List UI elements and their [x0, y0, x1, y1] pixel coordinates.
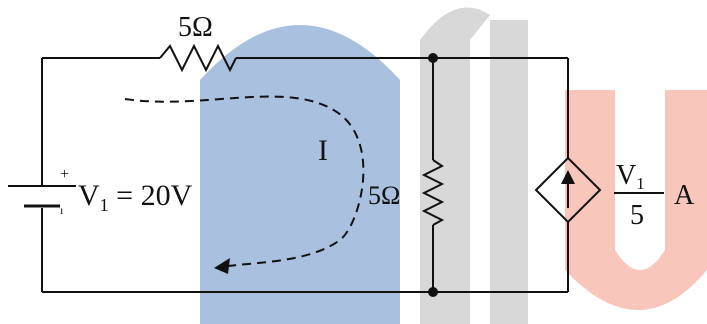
dependent-source-numerator-prefix: V — [616, 160, 636, 191]
loop-current-arrowhead — [214, 258, 230, 274]
source-label-prefix: V — [78, 179, 100, 212]
dependent-source-numerator: V1 — [616, 160, 645, 193]
watermark — [200, 7, 707, 324]
dependent-current-source — [534, 156, 602, 224]
top-resistor-zigzag — [159, 43, 237, 73]
dependent-source-arrow-head — [561, 170, 575, 184]
watermark-gray-stroke-2 — [490, 20, 528, 324]
dependent-source-unit: A — [674, 180, 695, 211]
top-resistor-label: 5Ω — [178, 12, 213, 43]
battery-minus-tick: ı — [60, 203, 64, 217]
shunt-resistor-zigzag — [421, 159, 445, 226]
dependent-source-diamond — [534, 156, 602, 224]
battery-symbol — [8, 185, 76, 208]
dependent-source-denominator: 5 — [630, 200, 644, 231]
shunt-resistor-label: 5Ω — [368, 181, 400, 210]
wires — [41, 57, 569, 293]
battery-plus-sign: + — [60, 166, 69, 183]
source-label-sub: 1 — [100, 195, 109, 215]
node-top — [428, 53, 438, 63]
source-label: V1 = 20V — [78, 179, 193, 215]
node-bottom — [428, 287, 438, 297]
watermark-gray-stroke-1 — [420, 7, 490, 324]
source-label-suffix: = 20V — [109, 179, 193, 212]
watermark-pink-u — [565, 90, 707, 310]
watermark-blue-arc — [200, 25, 400, 324]
loop-current-label: I — [318, 134, 328, 167]
dependent-source-numerator-sub: 1 — [636, 174, 645, 193]
